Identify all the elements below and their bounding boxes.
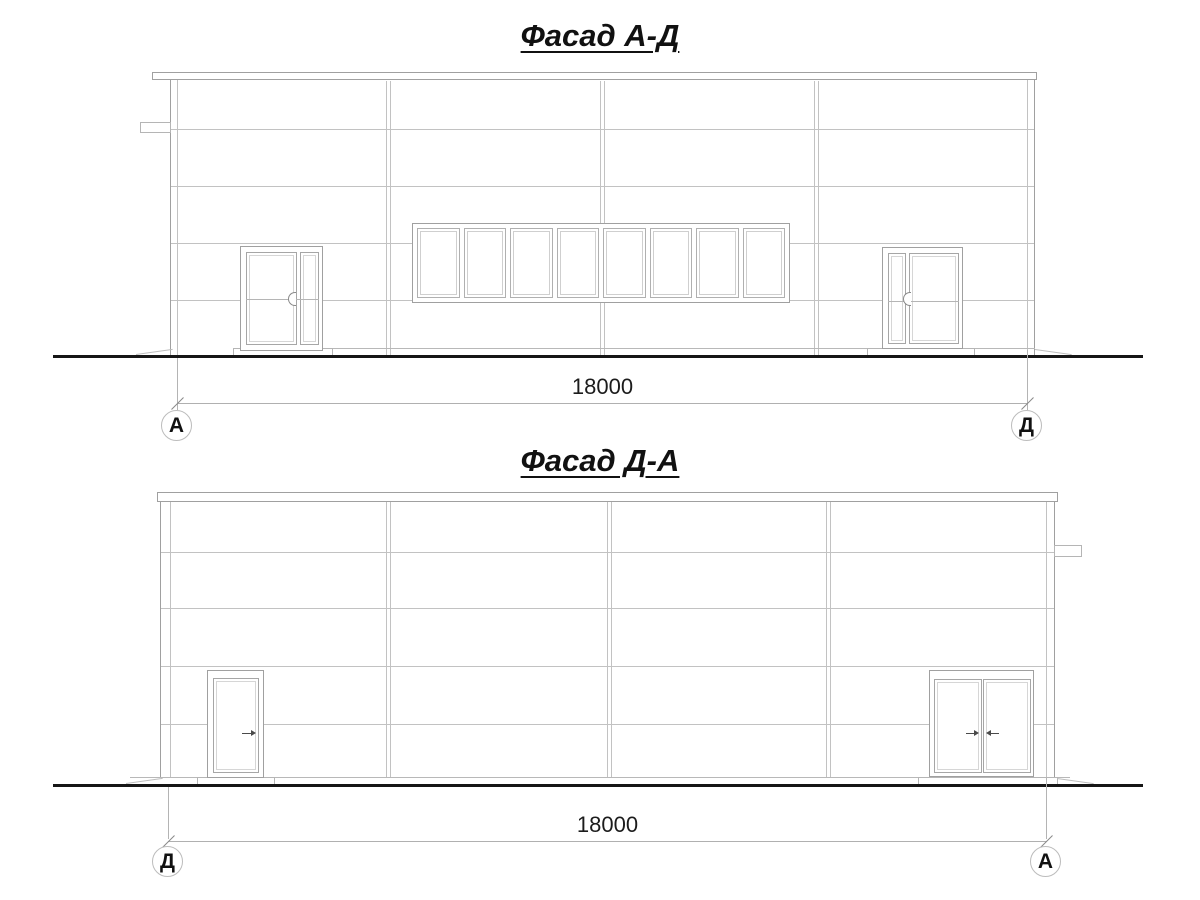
axis-bubble-d: Д	[1011, 410, 1042, 441]
window-pane	[603, 228, 646, 298]
door-panel-frame	[891, 256, 903, 341]
window-pane	[649, 228, 692, 298]
column-joint-line	[386, 502, 387, 777]
dimension-value: 18000	[576, 812, 639, 837]
door-left	[207, 670, 264, 778]
axis-bubble-a: А	[161, 410, 192, 441]
axis-bubble-label: А	[1037, 849, 1054, 873]
wall-inner-line-left	[170, 502, 171, 777]
facade-ad-title: Фасад А-Д	[520, 18, 680, 53]
door-handle	[966, 733, 974, 734]
door-leaf-frame	[912, 256, 956, 341]
axis-extension-line	[1027, 350, 1028, 410]
door-leaf-left	[934, 679, 982, 773]
window-pane	[556, 228, 599, 298]
door-leaf-right	[983, 679, 1031, 773]
axis-extension-line	[1046, 778, 1047, 839]
window-pane-frame	[652, 231, 689, 295]
door-handle-arrow-icon	[251, 730, 256, 736]
door-leaf-frame	[216, 681, 256, 770]
axis-bubble-d: Д	[152, 846, 183, 877]
door-right-double	[929, 670, 1034, 777]
door-handle-arrow-icon	[986, 730, 991, 736]
axis-bubble-label: А	[168, 413, 185, 437]
axis-bubble-label: Д	[1019, 413, 1034, 437]
window-pane-frame	[466, 231, 503, 295]
door-handle-arrow-icon	[974, 730, 979, 736]
window-pane	[463, 228, 506, 298]
dimension-value: 18000	[571, 374, 634, 399]
door-right	[882, 247, 963, 349]
door-leaf	[213, 678, 259, 773]
column-joint-line	[607, 502, 608, 777]
panel-joint-line	[171, 186, 1034, 187]
window-pane-frame	[559, 231, 596, 295]
panel-joint-line	[171, 129, 1034, 130]
door-mid-rail	[888, 301, 959, 302]
window-pane-frame	[606, 231, 643, 295]
window-pane	[417, 228, 460, 298]
facade-da-title: Фасад Д-А	[520, 443, 680, 478]
column-joint-line	[390, 81, 391, 355]
axis-extension-line	[177, 358, 178, 410]
door-leaf	[909, 253, 959, 344]
axis-bubble-label: Д	[160, 849, 175, 873]
wall-inner-line-right	[1027, 80, 1028, 355]
door-handle	[288, 292, 296, 306]
plinth-line	[330, 348, 1035, 349]
wall-inner-line-right	[1046, 502, 1047, 777]
window-pane-frame	[745, 231, 782, 295]
column-joint-line	[604, 81, 605, 355]
window-pane-frame	[513, 231, 550, 295]
door-leaf-frame	[986, 682, 1028, 770]
door-side-panel	[300, 252, 319, 345]
column-joint-line	[390, 502, 391, 777]
window-pane-frame	[420, 231, 457, 295]
dimension-line	[168, 841, 1047, 842]
door-left	[240, 246, 323, 351]
column-joint-line	[830, 502, 831, 777]
door-handle	[242, 733, 251, 734]
plinth-line	[130, 777, 1070, 778]
column-joint-line	[826, 502, 827, 777]
ground-line	[53, 784, 1143, 787]
door-handle	[903, 292, 911, 306]
ground-line	[53, 355, 1143, 358]
door-mid-rail	[246, 299, 319, 300]
column-joint-line	[818, 81, 819, 355]
column-joint-line	[611, 502, 612, 777]
door-handle	[991, 733, 999, 734]
column-joint-line	[814, 81, 815, 355]
wall-protrusion-right	[1054, 545, 1082, 557]
axis-extension-line	[168, 787, 169, 839]
dimension-line	[177, 403, 1028, 404]
wall-protrusion-left	[140, 122, 171, 133]
wall-inner-line-left	[177, 80, 178, 355]
window-pane	[510, 228, 553, 298]
column-joint-line	[600, 81, 601, 355]
door-leaf-frame	[937, 682, 979, 770]
window-pane	[742, 228, 785, 298]
window-band	[412, 223, 790, 303]
column-joint-line	[386, 81, 387, 355]
door-panel-frame	[303, 255, 316, 342]
axis-bubble-a: А	[1030, 846, 1061, 877]
window-pane	[696, 228, 739, 298]
window-pane-frame	[699, 231, 736, 295]
